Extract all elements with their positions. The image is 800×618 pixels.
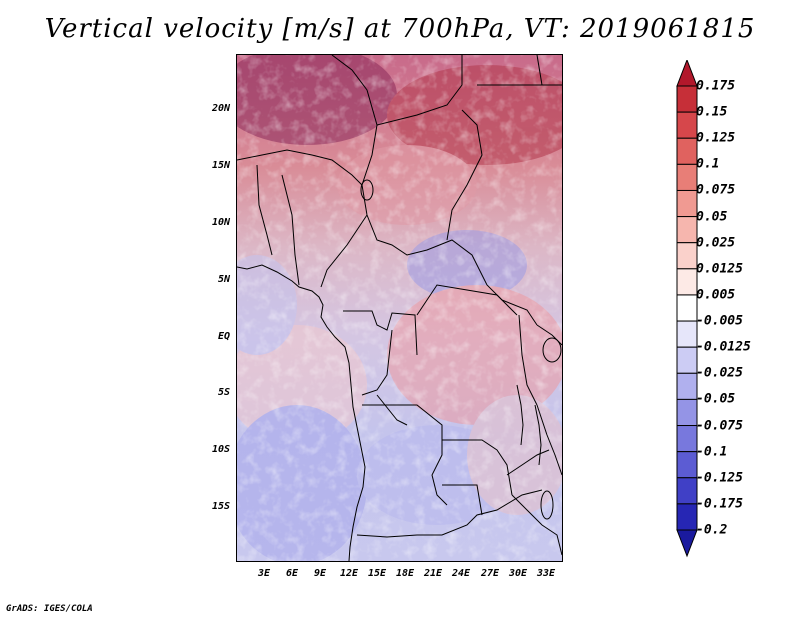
longitude-label: 15E xyxy=(367,568,387,579)
latitude-label: 5S xyxy=(217,387,230,398)
colorbar-segment xyxy=(676,268,698,296)
colorbar-label: -0.0125 xyxy=(696,339,751,355)
colorbar-label: 0.075 xyxy=(696,182,736,198)
colorbar-label: 0.1 xyxy=(696,156,720,172)
colorbar-segment xyxy=(676,477,698,505)
longitude-label: 3E xyxy=(257,568,271,579)
colorbar-segment xyxy=(676,398,698,427)
colorbar-segment xyxy=(676,294,698,322)
latitude-label: 20N xyxy=(211,103,230,114)
latitude-label: 5N xyxy=(217,274,230,285)
colorbar-label: 0.15 xyxy=(696,104,728,120)
country-borders xyxy=(237,55,562,556)
longitude-label: 24E xyxy=(451,568,471,579)
colorbar-label: -0.05 xyxy=(696,391,736,407)
longitude-label: 30E xyxy=(508,568,528,579)
colorbar-segment xyxy=(676,137,698,165)
colorbar-segment xyxy=(676,425,698,453)
colorbar-label: -0.125 xyxy=(696,470,743,486)
colorbar-label: 0.05 xyxy=(696,209,728,225)
colorbar-segment xyxy=(676,242,698,270)
colorbar-top-arrow xyxy=(676,60,698,87)
colorbar-segment xyxy=(676,216,698,244)
latitude-label: EQ xyxy=(217,331,230,342)
colorbar-segment xyxy=(676,85,698,113)
colorbar-label: 0.005 xyxy=(696,287,736,303)
colorbar-segment xyxy=(676,346,698,374)
colorbar-label: -0.2 xyxy=(696,522,728,538)
longitude-label: 33E xyxy=(536,568,556,579)
longitude-label: 9E xyxy=(313,568,327,579)
colorbar-label: -0.1 xyxy=(696,444,728,460)
latitude-label: 15N xyxy=(211,160,230,171)
colorbar-segment xyxy=(676,320,698,348)
latitude-label: 10S xyxy=(211,444,230,455)
colorbar-label: 0.0125 xyxy=(696,261,743,277)
colorbar-bottom-arrow xyxy=(676,529,698,558)
field-noise xyxy=(237,55,562,561)
latitude-label: 10N xyxy=(211,217,230,228)
longitude-label: 27E xyxy=(480,568,500,579)
map-panel xyxy=(236,54,563,562)
colorbar-segment xyxy=(676,163,698,191)
longitude-label: 18E xyxy=(395,568,415,579)
colorbar-label: 0.025 xyxy=(696,235,736,251)
colorbar-label: -0.005 xyxy=(696,313,743,329)
latitude-label: 15S xyxy=(211,501,230,512)
coastline xyxy=(237,264,366,561)
colorbar-label: -0.175 xyxy=(696,496,743,512)
lakes xyxy=(360,179,562,520)
grads-credit: GrADS: IGES/COLA xyxy=(6,604,93,614)
longitude-label: 21E xyxy=(423,568,443,579)
colorbar-segment xyxy=(676,503,698,531)
colorbar xyxy=(676,60,698,558)
colorbar-segment xyxy=(676,189,698,218)
colorbar-segment xyxy=(676,451,698,479)
map-title: Vertical velocity [m/s] at 700hPa, VT: 2… xyxy=(44,14,756,44)
longitude-label: 12E xyxy=(339,568,359,579)
colorbar-label: 0.175 xyxy=(696,78,736,94)
longitude-label: 6E xyxy=(285,568,299,579)
colorbar-label: -0.025 xyxy=(696,365,743,381)
colorbar-label: 0.125 xyxy=(696,130,736,146)
colorbar-segment xyxy=(676,372,698,400)
colorbar-segment xyxy=(676,111,698,139)
colorbar-label: -0.075 xyxy=(696,418,743,434)
